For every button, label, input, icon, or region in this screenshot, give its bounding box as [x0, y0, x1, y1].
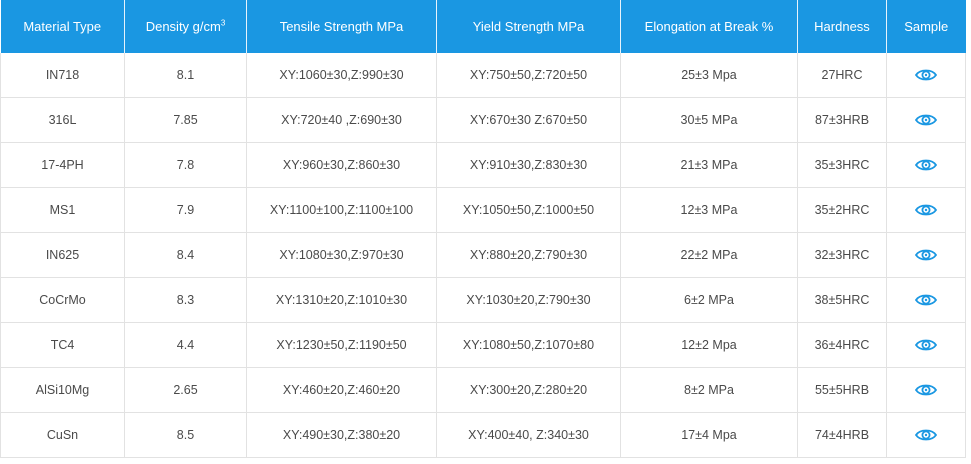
cell-material-type: CoCrMo [0, 277, 125, 323]
header-density: Density g/cm3 [124, 0, 247, 53]
cell-tensile-strength: XY:1080±30,Z:970±30 [246, 232, 437, 278]
cell-hardness: 27HRC [797, 53, 887, 98]
cell-sample [886, 187, 966, 233]
cell-hardness: 55±5HRB [797, 367, 887, 413]
cell-hardness: 35±3HRC [797, 142, 887, 188]
cell-density: 7.85 [124, 97, 247, 143]
table-row: CoCrMo 8.3 XY:1310±20,Z:1010±30 XY:1030±… [0, 277, 966, 323]
cell-hardness: 74±4HRB [797, 412, 887, 458]
cell-elongation: 30±5 MPa [620, 97, 798, 143]
eye-icon[interactable] [915, 428, 937, 442]
table-row: IN718 8.1 XY:1060±30,Z:990±30 XY:750±50,… [0, 53, 966, 98]
eye-icon[interactable] [915, 113, 937, 127]
table-row: MS1 7.9 XY:1100±100,Z:1100±100 XY:1050±5… [0, 187, 966, 233]
cell-elongation: 6±2 MPa [620, 277, 798, 323]
cell-sample [886, 277, 966, 323]
cell-tensile-strength: XY:720±40 ,Z:690±30 [246, 97, 437, 143]
cell-elongation: 8±2 MPa [620, 367, 798, 413]
cell-elongation: 21±3 MPa [620, 142, 798, 188]
cell-material-type: TC4 [0, 322, 125, 368]
cell-sample [886, 53, 966, 98]
cell-tensile-strength: XY:460±20,Z:460±20 [246, 367, 437, 413]
cell-material-type: 17-4PH [0, 142, 125, 188]
cell-tensile-strength: XY:1230±50,Z:1190±50 [246, 322, 437, 368]
table-row: AlSi10Mg 2.65 XY:460±20,Z:460±20 XY:300±… [0, 367, 966, 413]
cell-density: 8.4 [124, 232, 247, 278]
cell-yield-strength: XY:300±20,Z:280±20 [436, 367, 621, 413]
cell-material-type: IN625 [0, 232, 125, 278]
eye-icon[interactable] [915, 383, 937, 397]
cell-density: 8.5 [124, 412, 247, 458]
cell-hardness: 36±4HRC [797, 322, 887, 368]
header-sample: Sample [886, 0, 966, 53]
cell-density: 4.4 [124, 322, 247, 368]
cell-material-type: IN718 [0, 53, 125, 98]
cell-yield-strength: XY:400±40, Z:340±30 [436, 412, 621, 458]
cell-elongation: 12±3 MPa [620, 187, 798, 233]
cell-tensile-strength: XY:1310±20,Z:1010±30 [246, 277, 437, 323]
header-elongation: Elongation at Break % [620, 0, 798, 53]
header-hardness: Hardness [797, 0, 887, 53]
cell-density: 8.1 [124, 53, 247, 98]
cell-material-type: MS1 [0, 187, 125, 233]
cell-sample [886, 97, 966, 143]
cell-yield-strength: XY:1050±50,Z:1000±50 [436, 187, 621, 233]
cell-yield-strength: XY:1080±50,Z:1070±80 [436, 322, 621, 368]
cell-tensile-strength: XY:1060±30,Z:990±30 [246, 53, 437, 98]
header-tensile-strength: Tensile Strength MPa [246, 0, 437, 53]
cell-density: 2.65 [124, 367, 247, 413]
cell-material-type: CuSn [0, 412, 125, 458]
table-row: IN625 8.4 XY:1080±30,Z:970±30 XY:880±20,… [0, 232, 966, 278]
cell-hardness: 35±2HRC [797, 187, 887, 233]
cell-sample [886, 322, 966, 368]
cell-sample [886, 142, 966, 188]
header-material-type: Material Type [0, 0, 125, 53]
table-body: IN718 8.1 XY:1060±30,Z:990±30 XY:750±50,… [0, 53, 966, 458]
cell-sample [886, 367, 966, 413]
cell-material-type: 316L [0, 97, 125, 143]
cell-yield-strength: XY:880±20,Z:790±30 [436, 232, 621, 278]
cell-material-type: AlSi10Mg [0, 367, 125, 413]
cell-hardness: 87±3HRB [797, 97, 887, 143]
cell-density: 8.3 [124, 277, 247, 323]
cell-sample [886, 232, 966, 278]
table-row: 316L 7.85 XY:720±40 ,Z:690±30 XY:670±30 … [0, 97, 966, 143]
cell-hardness: 32±3HRC [797, 232, 887, 278]
cell-hardness: 38±5HRC [797, 277, 887, 323]
table-row: CuSn 8.5 XY:490±30,Z:380±20 XY:400±40, Z… [0, 412, 966, 458]
cell-yield-strength: XY:910±30,Z:830±30 [436, 142, 621, 188]
eye-icon[interactable] [915, 248, 937, 262]
eye-icon[interactable] [915, 68, 937, 82]
eye-icon[interactable] [915, 338, 937, 352]
cell-elongation: 17±4 Mpa [620, 412, 798, 458]
eye-icon[interactable] [915, 293, 937, 307]
cell-elongation: 22±2 MPa [620, 232, 798, 278]
cell-sample [886, 412, 966, 458]
cell-elongation: 25±3 Mpa [620, 53, 798, 98]
cell-yield-strength: XY:750±50,Z:720±50 [436, 53, 621, 98]
cell-elongation: 12±2 Mpa [620, 322, 798, 368]
cell-tensile-strength: XY:1100±100,Z:1100±100 [246, 187, 437, 233]
eye-icon[interactable] [915, 158, 937, 172]
header-density-label: Density g/cm [145, 19, 221, 34]
cell-tensile-strength: XY:960±30,Z:860±30 [246, 142, 437, 188]
header-density-sup: 3 [220, 18, 226, 28]
table-row: 17-4PH 7.8 XY:960±30,Z:860±30 XY:910±30,… [0, 142, 966, 188]
cell-yield-strength: XY:1030±20,Z:790±30 [436, 277, 621, 323]
eye-icon[interactable] [915, 203, 937, 217]
cell-density: 7.8 [124, 142, 247, 188]
cell-yield-strength: XY:670±30 Z:670±50 [436, 97, 621, 143]
cell-density: 7.9 [124, 187, 247, 233]
table-row: TC4 4.4 XY:1230±50,Z:1190±50 XY:1080±50,… [0, 322, 966, 368]
header-yield-strength: Yield Strength MPa [436, 0, 621, 53]
header-row: Material Type Density g/cm3 Tensile Stre… [0, 0, 966, 53]
cell-tensile-strength: XY:490±30,Z:380±20 [246, 412, 437, 458]
